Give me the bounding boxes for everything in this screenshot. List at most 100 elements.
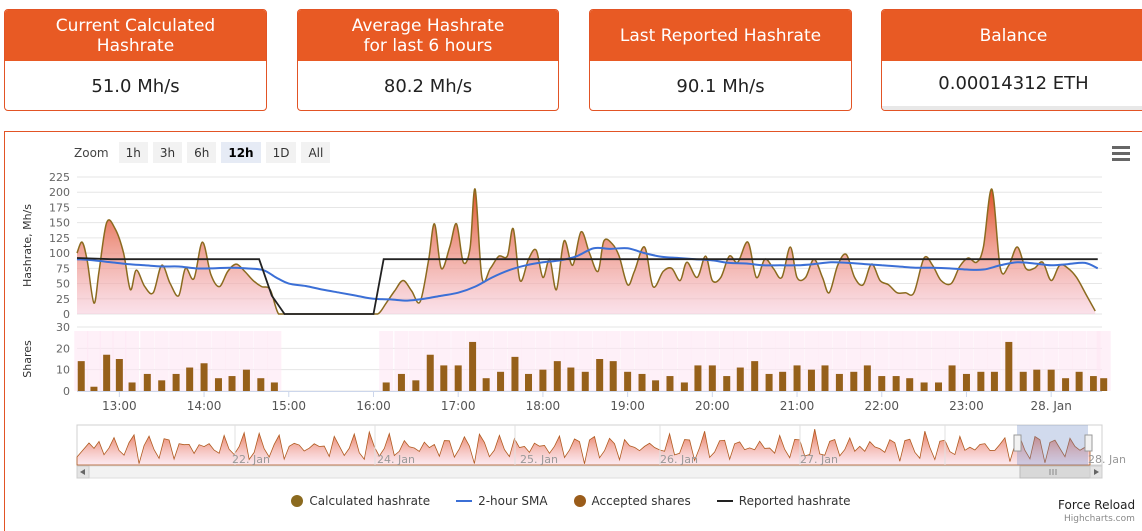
share-bar [920, 382, 928, 391]
x-tick-label: 14:00 [187, 399, 222, 413]
zoom-button-1d[interactable]: 1D [265, 142, 297, 163]
y-tick-label: 0 [63, 308, 70, 321]
zoom-button-6h[interactable]: 6h [187, 142, 217, 163]
share-bar [906, 378, 914, 391]
share-bar [553, 361, 561, 391]
share-bar [200, 363, 208, 391]
highcharts-credits[interactable]: Highcharts.com [1064, 514, 1135, 524]
y-tick-label: 175 [49, 201, 70, 214]
share-bar [482, 378, 490, 391]
zoom-button-all[interactable]: All [301, 142, 331, 163]
y-tick-label: 50 [56, 278, 70, 291]
scrollbar-thumb [1019, 465, 1091, 479]
zoom-label: Zoom [74, 145, 109, 160]
share-bar [821, 365, 829, 391]
stat-title: Balance [882, 10, 1142, 61]
y-tick-label: 225 [49, 171, 70, 184]
y-tick-label: 30 [56, 321, 70, 334]
share-bar [539, 369, 547, 391]
share-bar-bg [677, 331, 692, 391]
stat-card-balance: Balance 0.00014312 ETH [881, 9, 1142, 111]
sma-line [76, 246, 1099, 302]
share-bar [751, 361, 759, 391]
legend-item-calculated-hashrate[interactable]: Calculated hashrate [291, 494, 430, 508]
scrollbar-left-arrow-icon [80, 469, 85, 475]
chart-legend: Calculated hashrate 2-hour SMA Accepted … [0, 494, 1142, 508]
share-bar-bg [86, 331, 101, 391]
share-bar-bg [648, 331, 663, 391]
navigator-label: 27. Jan [800, 453, 838, 466]
force-reload-link[interactable]: Force Reload [1058, 498, 1136, 512]
stat-title: Last Reported Hashrate [590, 10, 851, 61]
stat-value: 0.00014312 ETH [882, 61, 1142, 110]
share-bar-bg [874, 331, 889, 391]
share-bar-bg [931, 331, 946, 391]
stat-card-reported-hashrate: Last Reported Hashrate 90.1 Mh/s [589, 9, 852, 111]
share-bar [270, 382, 278, 391]
share-bar [103, 354, 111, 391]
share-bar [77, 361, 85, 391]
share-bar [440, 365, 448, 391]
share-bar [935, 382, 943, 391]
x-tick-label: 22:00 [864, 399, 899, 413]
zoom-selector: Zoom 1h 3h 6h 12h 1D All [74, 142, 331, 163]
share-bar [723, 376, 731, 391]
share-bar [1062, 378, 1070, 391]
share-bar-bg [408, 331, 423, 391]
share-bar [624, 371, 632, 391]
legend-label: Calculated hashrate [309, 494, 431, 508]
share-bar [850, 371, 858, 391]
x-tick-label: 20:00 [695, 399, 730, 413]
share-bar [214, 378, 222, 391]
zoom-button-12h[interactable]: 12h [221, 142, 261, 163]
share-bar [666, 376, 674, 391]
share-bar-bg [917, 331, 932, 391]
stat-card-average-hashrate: Average Hashrate for last 6 hours 80.2 M… [297, 9, 559, 111]
navigator-series [76, 429, 1091, 466]
share-bar [708, 365, 716, 391]
share-bar [892, 376, 900, 391]
calculated-hashrate-line [76, 188, 1096, 315]
legend-item-2-hour-sma[interactable]: 2-hour SMA [456, 494, 548, 508]
share-bar-bg [889, 331, 904, 391]
share-bar [115, 359, 123, 391]
share-bar [807, 369, 815, 391]
share-bar [1033, 369, 1041, 391]
zoom-button-3h[interactable]: 3h [152, 142, 183, 163]
reported-hashrate-line [76, 257, 1098, 315]
x-tick-label: 13:00 [102, 399, 137, 413]
share-bar [638, 373, 646, 391]
share-bar [567, 367, 575, 391]
share-bar [609, 361, 617, 391]
share-bar [90, 386, 98, 391]
y-tick-label: 25 [56, 293, 70, 306]
share-bar [1100, 378, 1108, 391]
navigator-handle-left [1013, 434, 1022, 452]
navigator-handle-right [1084, 434, 1093, 452]
share-bar [863, 365, 871, 391]
navigator-label: 24. Jan [377, 453, 415, 466]
zoom-button-1h[interactable]: 1h [118, 142, 148, 163]
legend-marker [291, 495, 304, 507]
share-bar-bg [719, 331, 734, 391]
share-bar-bg [253, 331, 268, 391]
stat-card-current-hashrate: Current Calculated Hashrate 51.0 Mh/s [4, 9, 267, 111]
legend-item-reported-hashrate[interactable]: Reported hashrate [716, 494, 851, 508]
share-bar [736, 367, 744, 391]
chart-menu-icon[interactable] [1112, 146, 1130, 161]
share-bar [948, 365, 956, 391]
legend-item-accepted-shares[interactable]: Accepted shares [573, 494, 691, 508]
share-bar [1005, 341, 1013, 391]
share-bar [382, 382, 390, 391]
y-tick-label: 200 [49, 186, 70, 199]
y-axis-title-shares: Shares [21, 340, 34, 378]
share-bar [990, 371, 998, 391]
stat-value: 80.2 Mh/s [383, 76, 473, 97]
share-bar-bg [902, 331, 917, 391]
stat-value: 90.1 Mh/s [676, 76, 765, 97]
share-bar [186, 367, 194, 391]
share-bar [426, 354, 434, 391]
share-bar-bg [225, 331, 240, 391]
y-tick-label: 75 [56, 262, 70, 275]
